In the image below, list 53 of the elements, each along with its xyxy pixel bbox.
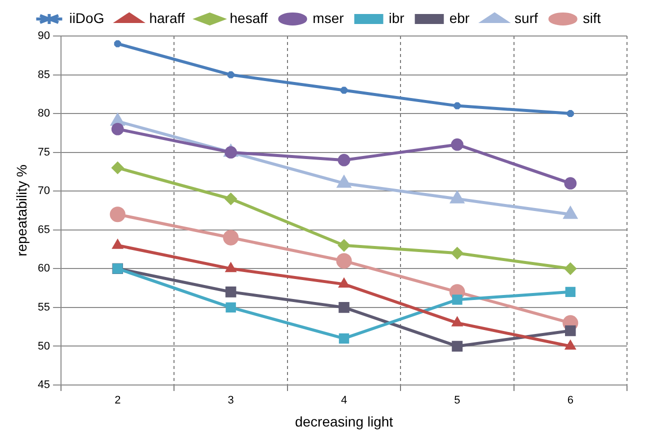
x-tick-label: 3 [228,394,234,407]
point [564,262,576,274]
point [224,146,238,159]
y-tick-label: 50 [38,340,50,352]
legend-label: hesaff [230,10,268,26]
point [338,154,350,166]
y-tick-label: 65 [38,224,50,236]
point [564,177,577,190]
point [452,340,463,352]
legend-label: ebr [449,10,470,26]
legend-label: sift [582,10,601,26]
point [225,193,237,205]
point [111,122,124,136]
point [225,286,236,298]
point [226,263,236,272]
x-tick-label: 6 [567,394,574,407]
point [338,240,350,252]
point [338,302,350,313]
y-tick-label: 70 [38,185,50,198]
point [565,286,576,298]
y-tick-label: 60 [38,262,50,275]
legend-label: ibr [388,10,405,26]
y-axis-title: repeatability % [13,164,30,256]
y-tick-label: 55 [38,301,50,314]
point [339,278,349,288]
legend-label: haraff [149,10,185,26]
point [338,333,350,344]
legend-label: surf [514,10,538,26]
point [223,230,239,246]
point [110,206,126,222]
point [452,100,462,111]
legend-label: iiDoG [69,10,104,26]
point [451,138,464,151]
y-tick-label: 80 [38,108,50,120]
y-tick-label: 85 [38,68,50,81]
point [336,253,352,269]
y-tick-label: 90 [38,30,50,42]
x-tick-label: 5 [454,394,460,407]
point [565,325,576,336]
x-axis-title: decreasing light [294,413,394,430]
y-tick-label: 75 [38,146,50,158]
point [451,247,464,259]
point [226,70,236,80]
point [112,162,124,174]
point [452,318,462,326]
point [112,240,123,249]
point [452,294,462,305]
point [566,340,576,350]
legend-label: mser [312,10,344,26]
y-tick-label: 45 [38,379,50,392]
x-tick-label: 2 [114,394,121,407]
point [226,302,236,313]
x-tick-label: 4 [340,394,348,407]
